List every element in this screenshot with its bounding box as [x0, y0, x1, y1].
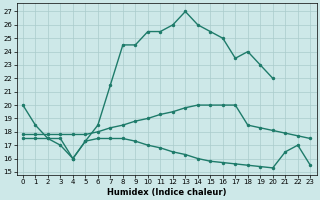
X-axis label: Humidex (Indice chaleur): Humidex (Indice chaleur)	[107, 188, 226, 197]
